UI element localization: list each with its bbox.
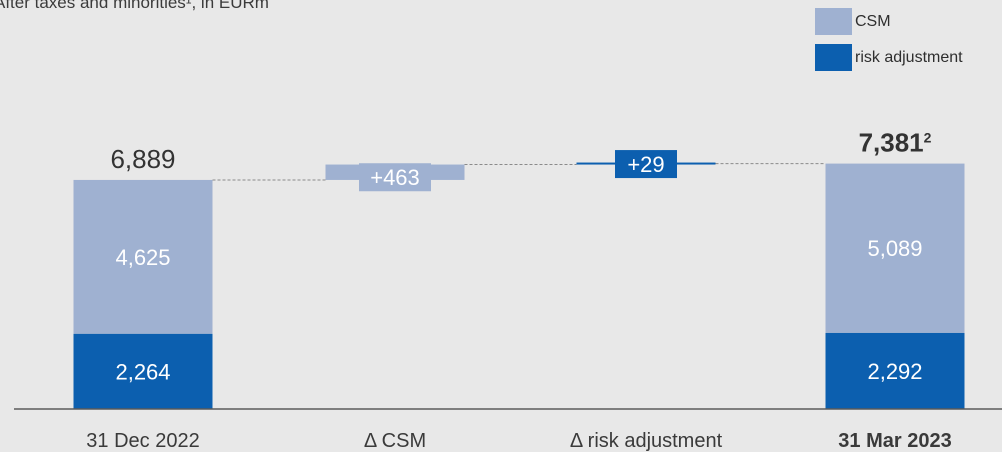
delta-label-box-0 [359,163,431,192]
legend-swatch-csm [815,8,852,35]
delta-label-0: +463 [370,165,420,190]
data-label-csm-0: 4,625 [115,245,170,270]
total-label-0: 6,889 [110,144,175,174]
legend-label-risk-adjustment: risk adjustment [855,48,963,66]
delta-label-box-1 [615,150,677,179]
data-label-csm-3: 5,089 [867,236,922,261]
category-label-2: Δ risk adjustment [570,430,723,452]
legend-item-csm: CSM [815,8,963,35]
bar-risk-adjustment-3 [825,332,965,409]
chart-subtitle: After taxes and minorities¹, in EURm [0,0,269,12]
legend-label-csm: CSM [855,12,891,30]
bar-csm-3 [825,163,965,333]
category-label-0: 31 Dec 2022 [86,430,199,452]
total-footnote-1: 2 [924,130,932,146]
legend: CSM risk adjustment [815,8,963,80]
delta-label-1: +29 [627,152,664,177]
category-label-3: 31 Mar 2023 [838,430,951,452]
data-label-risk-adjustment-0: 2,264 [115,359,170,384]
legend-item-risk-adjustment: risk adjustment [815,44,963,71]
legend-swatch-risk-adjustment [815,44,852,71]
bar-csm-0 [73,179,213,334]
data-label-risk-adjustment-3: 2,292 [867,359,922,384]
total-label-1: 7,3812 [859,128,932,158]
category-label-1: Δ CSM [364,430,426,452]
bar-risk-adjustment-0 [73,333,213,409]
